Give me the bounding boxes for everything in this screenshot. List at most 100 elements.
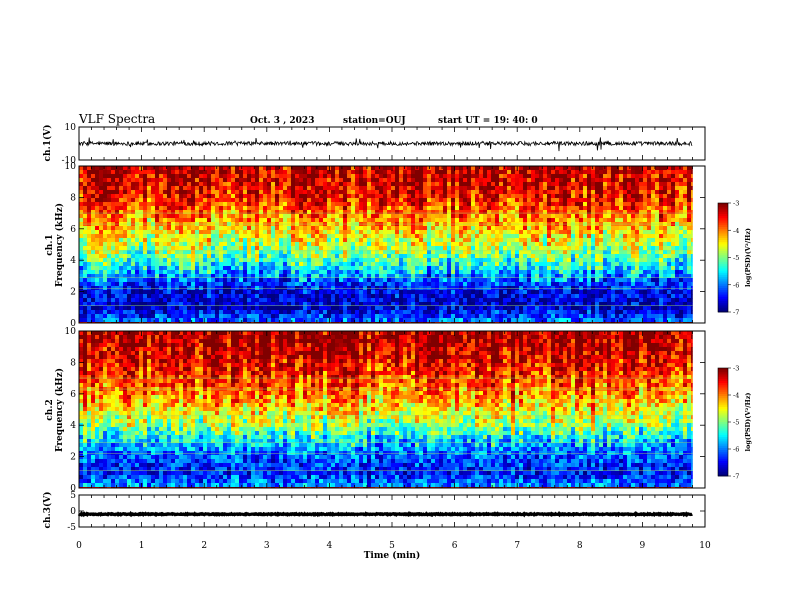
spectrogram-cell [647,182,652,187]
spectrogram-cell [499,270,504,275]
spectrogram-cell [299,218,304,223]
spectrogram-cell [343,238,348,243]
spectrogram-cell [607,174,612,179]
spectrogram-cell [551,254,556,259]
spectrogram-cell [611,242,616,247]
spectrogram-cell [583,198,588,203]
spectrogram-cell [319,286,324,291]
spectrogram-cell [487,190,492,195]
spectrogram-cell [507,182,512,187]
spectrogram-cell [111,166,116,171]
spectrogram-cell [491,170,496,175]
spectrogram-cell [407,226,412,231]
spectrogram-cell [167,174,172,179]
spectrogram-cell [531,178,536,183]
spectrogram-cell [119,190,124,195]
spectrogram-cell [587,210,592,215]
spectrogram-cell [347,178,352,183]
spectrogram-cell [307,210,312,215]
spectrogram-cell [551,226,556,231]
spectrogram-cell [391,190,396,195]
spectrogram-cell [383,186,388,191]
spectrogram-cell [443,290,448,295]
spectrogram-cell [627,198,632,203]
spectrogram-cell [311,214,316,219]
spectrogram-cell [647,198,652,203]
spectrogram-cell [363,186,368,191]
spectrogram-cell [483,198,488,203]
spectrogram-cell [267,206,272,211]
spectrogram-cell [155,186,160,191]
spectrogram-cell [519,238,524,243]
spectrogram-cell [247,202,252,207]
spectrogram-cell [427,190,432,195]
spectrogram-cell [147,278,152,283]
spectrogram-cell [451,202,456,207]
spectrogram-cell [239,266,244,271]
spectrogram-cell [579,178,584,183]
spectrogram-cell [463,242,468,247]
spectrogram-cell [283,274,288,279]
spectrogram-cell [671,214,676,219]
spectrogram-cell [167,254,172,259]
spectrogram-cell [307,178,312,183]
spectrogram-cell [351,206,356,211]
spectrogram-cell [283,182,288,187]
spectrogram-cell [515,214,520,219]
spectrogram-cell [171,290,176,295]
spectrogram-cell [171,174,176,179]
spectrogram-cell [367,282,372,287]
spectrogram-cell [187,206,192,211]
spectrogram-cell [671,178,676,183]
spectrogram-cell [227,270,232,275]
spectrogram-cell [163,174,168,179]
spectrogram-cell [455,166,460,171]
spectrogram-cell [631,258,636,263]
spectrogram-cell [151,290,156,295]
spectrogram-cell [271,230,276,235]
spectrogram-cell [383,214,388,219]
spectrogram-cell [443,282,448,287]
spectrogram-cell [239,206,244,211]
spectrogram-cell [271,266,276,271]
spectrogram-cell [255,274,260,279]
spectrogram-cell [455,286,460,291]
spectrogram-cell [619,230,624,235]
spectrogram-cell [371,250,376,255]
spectrogram-cell [507,174,512,179]
spectrogram-cell [223,198,228,203]
spectrogram-cell [143,254,148,259]
spectrogram-cell [567,174,572,179]
spectrogram-cell [215,234,220,239]
spectrogram-cell [427,198,432,203]
spectrogram-cell [267,190,272,195]
spectrogram-cell [107,202,112,207]
spectrogram-cell [391,218,396,223]
spectrogram-cell [211,170,216,175]
spectrogram-cell [627,182,632,187]
spectrogram-cell [191,266,196,271]
spectrogram-cell [679,218,684,223]
spectrogram-cell [339,246,344,251]
spectrogram-cell [687,214,692,219]
spectrogram-cell [267,186,272,191]
spectrogram-cell [351,210,356,215]
spectrogram-cell [539,210,544,215]
spectrogram-cell [403,250,408,255]
spectrogram-cell [431,226,436,231]
spectrogram-cell [547,182,552,187]
spectrogram-cell [411,262,416,267]
spectrogram-cell [591,234,596,239]
spectrogram-cell [199,190,204,195]
spectrogram-cell [347,246,352,251]
spectrogram-cell [551,242,556,247]
spectrogram-cell [147,286,152,291]
spectrogram-cell [167,218,172,223]
spectrogram-cell [311,186,316,191]
spectrogram-cell [103,254,108,259]
spectrogram-cell [123,266,128,271]
spectrogram-cell [155,202,160,207]
spectrogram-cell [631,238,636,243]
spectrogram-cell [395,206,400,211]
spectrogram-cell [107,286,112,291]
